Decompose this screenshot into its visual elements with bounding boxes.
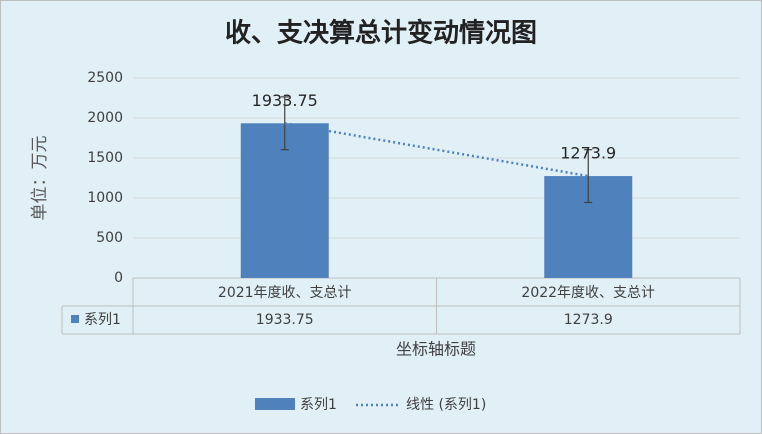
error-bar	[584, 149, 593, 204]
table-value: 1933.75	[256, 312, 314, 328]
y-tick-label: 1000	[87, 190, 123, 206]
table-value: 1273.9	[564, 312, 613, 328]
x-tick-label: 2022年度收、支总计	[521, 285, 655, 301]
legend-label: 系列1	[300, 397, 337, 413]
legend-label: 线性 (系列1)	[406, 397, 486, 413]
table-series-name: 系列1	[84, 312, 121, 328]
trendline	[284, 122, 589, 178]
chart-title: 收、支决算总计变动情况图	[225, 18, 537, 49]
y-tick-label: 1500	[87, 150, 123, 166]
y-tick-label: 2500	[87, 70, 123, 86]
data-label: 1933.75	[252, 91, 318, 110]
y-tick-label: 500	[96, 230, 123, 246]
table-legend-key	[71, 315, 79, 323]
y-tick-label: 2000	[87, 110, 123, 126]
data-label: 1273.9	[560, 144, 616, 163]
y-axis-title: 单位：万元	[30, 136, 50, 221]
y-tick-label: 0	[114, 270, 123, 286]
x-axis-title: 坐标轴标题	[396, 340, 476, 359]
x-tick-label: 2021年度收、支总计	[218, 285, 352, 301]
legend-key	[255, 398, 295, 410]
